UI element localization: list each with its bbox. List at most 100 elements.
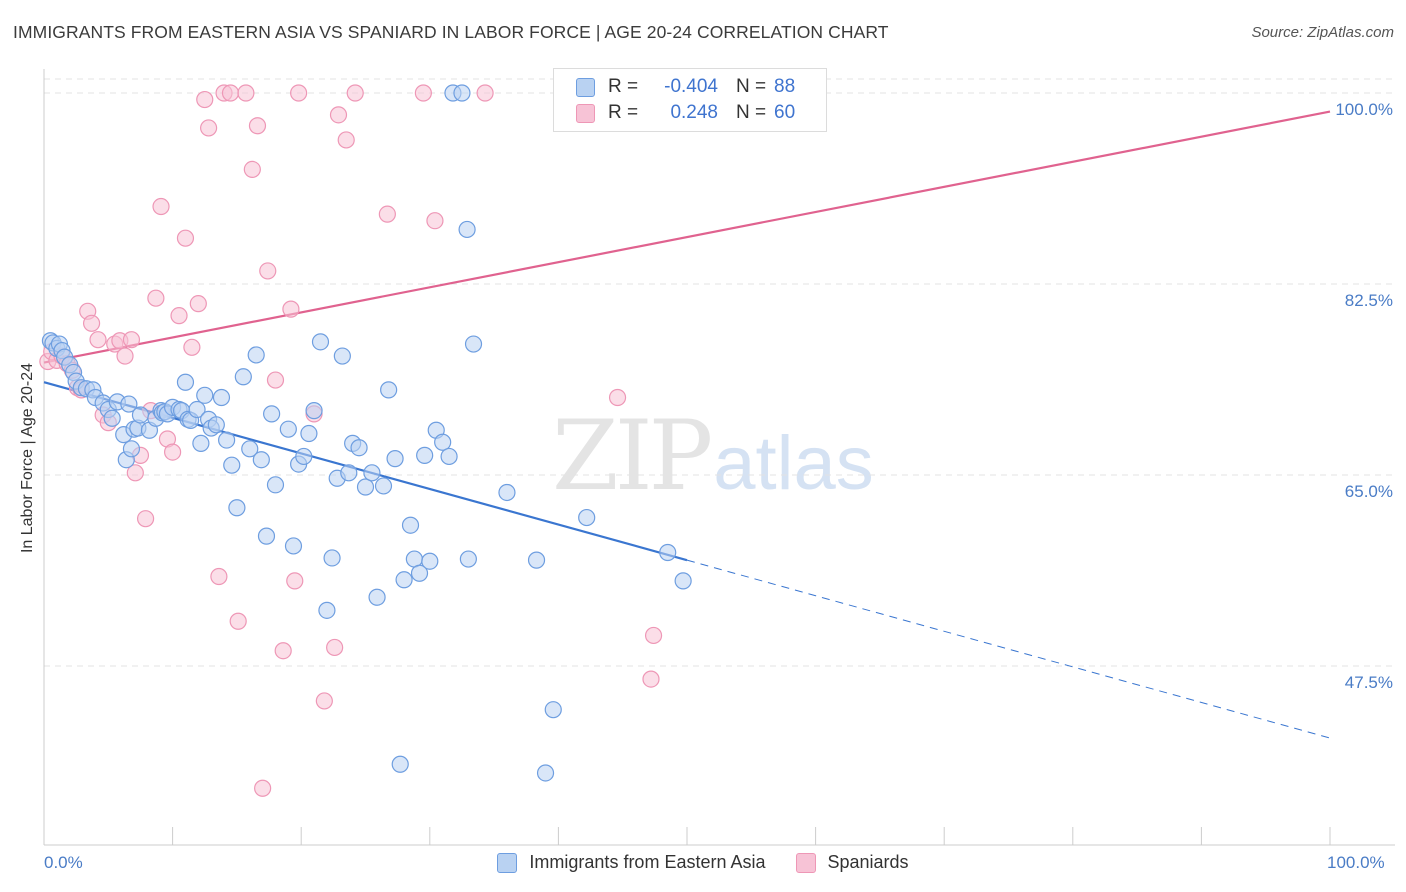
- point-spaniards: [122, 331, 141, 349]
- point-eastern-asia: [212, 388, 231, 407]
- legend-n-value: 88: [774, 76, 796, 97]
- point-eastern-asia: [300, 424, 318, 443]
- point-spaniards: [176, 229, 195, 247]
- point-spaniards: [315, 692, 333, 710]
- point-spaniards: [282, 300, 300, 318]
- point-eastern-asia: [122, 440, 141, 458]
- legend-row-eastern-asia: R = -0.404 N = 88: [576, 74, 795, 100]
- point-eastern-asia: [659, 543, 677, 562]
- legend-n-value: 60: [774, 102, 796, 123]
- point-spaniards: [82, 314, 101, 332]
- point-eastern-asia: [241, 440, 259, 458]
- point-spaniards: [147, 289, 165, 307]
- point-eastern-asia: [356, 478, 375, 496]
- point-eastern-asia: [536, 764, 555, 782]
- point-spaniards: [136, 510, 155, 528]
- legend-item-eastern-asia[interactable]: Immigrants from Eastern Asia: [497, 852, 766, 873]
- point-eastern-asia: [284, 537, 303, 555]
- point-eastern-asia: [410, 564, 429, 582]
- point-spaniards: [210, 567, 228, 586]
- point-spaniards: [200, 119, 218, 137]
- point-spaniards: [237, 84, 255, 102]
- point-spaniards: [164, 443, 182, 461]
- point-spaniards: [189, 295, 207, 313]
- trend-line-eastern-asia-extension: [686, 559, 1331, 739]
- point-eastern-asia: [459, 550, 477, 568]
- point-eastern-asia: [421, 552, 439, 570]
- point-eastern-asia: [368, 588, 386, 606]
- trend-lines: [43, 110, 1331, 739]
- chart-title: IMMIGRANTS FROM EASTERN ASIA VS SPANIARD…: [13, 22, 889, 42]
- point-eastern-asia: [416, 446, 434, 464]
- axes: [43, 69, 1395, 846]
- point-spaniards: [152, 197, 170, 216]
- point-spaniards: [274, 642, 292, 660]
- point-eastern-asia: [176, 373, 195, 391]
- point-eastern-asia: [223, 456, 241, 474]
- point-spaniards: [126, 464, 144, 482]
- watermark: ZIPatlas: [552, 400, 874, 512]
- point-eastern-asia: [318, 601, 336, 619]
- point-eastern-asia: [323, 549, 341, 567]
- point-eastern-asia: [544, 701, 562, 719]
- point-spaniards: [414, 84, 432, 102]
- point-eastern-asia: [458, 220, 476, 239]
- point-eastern-asia: [257, 527, 276, 545]
- point-eastern-asia: [363, 464, 381, 482]
- point-eastern-asia: [234, 368, 252, 386]
- point-spaniards: [221, 84, 240, 102]
- point-eastern-asia: [131, 406, 150, 424]
- data-points: [39, 84, 825, 797]
- point-eastern-asia: [674, 572, 692, 590]
- legend-swatch-pink: [576, 103, 595, 123]
- point-spaniards: [329, 106, 348, 124]
- point-eastern-asia: [440, 447, 458, 466]
- point-spaniards: [642, 670, 660, 688]
- point-eastern-asia: [498, 483, 516, 502]
- point-eastern-asia: [266, 476, 285, 494]
- point-eastern-asia: [340, 464, 358, 482]
- point-eastern-asia: [374, 477, 393, 495]
- legend-item-spaniards[interactable]: Spaniards: [795, 852, 909, 873]
- legend-row-spaniards: R = 0.248 N = 60: [576, 100, 795, 126]
- legend-label: Immigrants from Eastern Asia: [529, 852, 766, 872]
- point-eastern-asia: [527, 551, 546, 569]
- legend-swatch-blue: [497, 852, 518, 873]
- y-tick-label: 47.5%: [1344, 673, 1393, 692]
- point-eastern-asia: [207, 416, 225, 434]
- point-eastern-asia: [196, 386, 214, 404]
- y-tick-label: 82.5%: [1344, 291, 1393, 310]
- legend-r-label: R =: [608, 102, 639, 123]
- point-eastern-asia: [333, 347, 351, 365]
- legend-label: Spaniards: [827, 852, 909, 872]
- point-spaniards: [266, 371, 285, 389]
- point-eastern-asia: [395, 571, 413, 589]
- point-eastern-asia: [103, 409, 121, 427]
- point-eastern-asia: [380, 381, 398, 399]
- legend-r-value: 0.248: [670, 102, 718, 123]
- watermark-zip: ZIP: [552, 400, 713, 512]
- legend-swatch-blue: [576, 77, 595, 97]
- y-tick-label: 65.0%: [1344, 482, 1393, 501]
- point-eastern-asia: [279, 420, 297, 438]
- point-eastern-asia: [453, 84, 471, 102]
- point-spaniards: [337, 131, 355, 149]
- point-eastern-asia: [120, 395, 138, 413]
- x-tick-label-min: 0.0%: [44, 853, 83, 872]
- point-spaniards: [426, 212, 444, 230]
- point-spaniards: [378, 205, 396, 223]
- point-spaniards: [326, 638, 344, 657]
- point-eastern-asia: [311, 333, 330, 351]
- legend-r-value: -0.404: [664, 76, 718, 97]
- point-spaniards: [196, 90, 214, 109]
- point-spaniards: [229, 612, 247, 630]
- point-spaniards: [644, 626, 663, 645]
- trend-line-spaniards: [43, 110, 1331, 364]
- point-spaniards: [259, 262, 277, 280]
- point-spaniards: [476, 84, 494, 102]
- point-eastern-asia: [434, 433, 452, 451]
- y-axis-label: In Labor Force | Age 20-24: [19, 362, 36, 554]
- point-eastern-asia: [386, 450, 404, 468]
- point-spaniards: [248, 117, 267, 135]
